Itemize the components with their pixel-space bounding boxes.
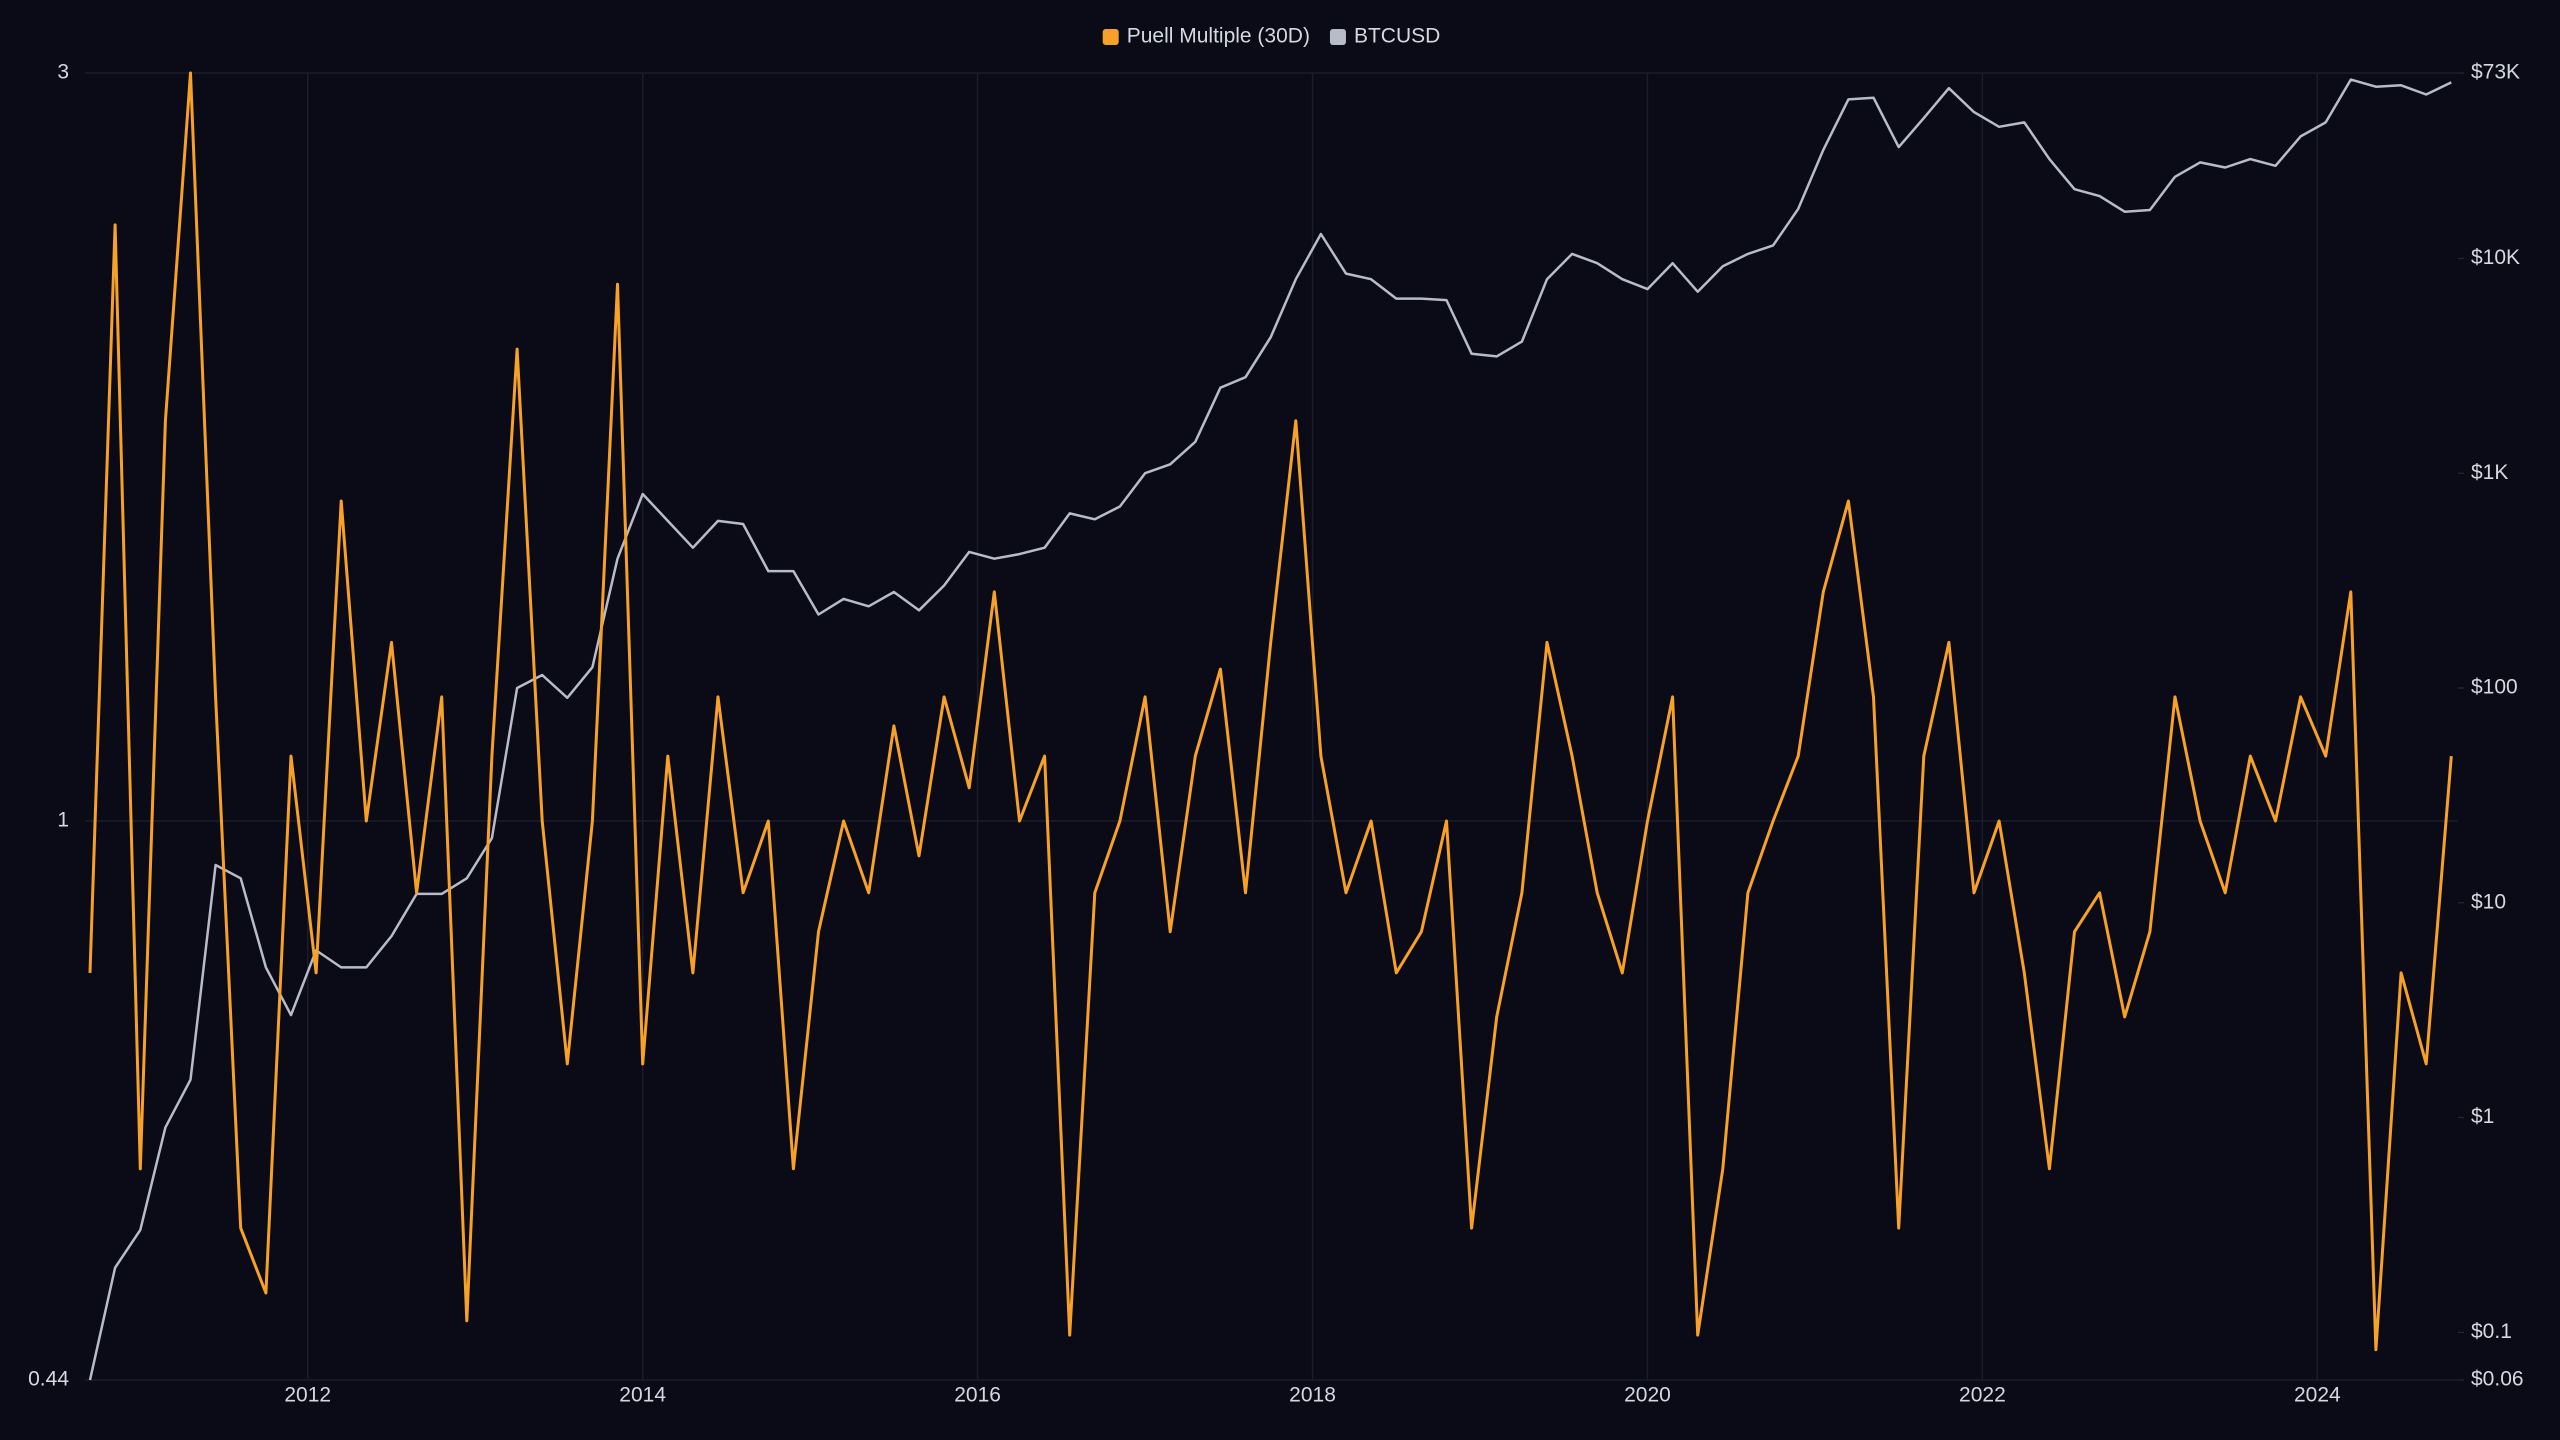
x-tick-label: 2024 [2294, 1384, 2341, 1407]
x-tick-label: 2014 [619, 1384, 666, 1407]
legend-item[interactable]: BTCUSD [1329, 25, 1440, 48]
y2-tick-label: $0.06 [2471, 1368, 2524, 1391]
legend-swatch [1329, 29, 1346, 45]
series-line [88, 78, 2452, 1381]
y-tick-label: 1 [57, 809, 69, 832]
x-tick-label: 2016 [954, 1384, 1001, 1407]
y2-tick-label: $10 [2471, 890, 2506, 913]
y2-tick-label: $73K [2471, 61, 2520, 84]
y-tick-label: 0.44 [28, 1368, 69, 1391]
legend: Puell Multiple (30D) BTCUSD [1102, 25, 1440, 48]
y2-tick-label: $1K [2471, 461, 2508, 484]
legend-item[interactable]: Puell Multiple (30D) [1102, 25, 1310, 48]
x-tick-label: 2022 [1959, 1384, 2006, 1407]
legend-label: BTCUSD [1354, 25, 1440, 48]
y2-tick-label: $0.1 [2471, 1320, 2512, 1343]
y2-tick-label: $10K [2471, 246, 2520, 269]
legend-swatch [1102, 29, 1119, 45]
x-tick-label: 2012 [284, 1384, 331, 1407]
series-line [88, 71, 2453, 1352]
y2-tick-label: $100 [2471, 676, 2518, 699]
y-tick-label: 3 [57, 61, 69, 84]
y2-tick-label: $1 [2471, 1105, 2494, 1128]
x-tick-label: 2018 [1289, 1384, 1336, 1407]
x-tick-label: 2020 [1624, 1384, 1671, 1407]
legend-label: Puell Multiple (30D) [1127, 25, 1310, 48]
